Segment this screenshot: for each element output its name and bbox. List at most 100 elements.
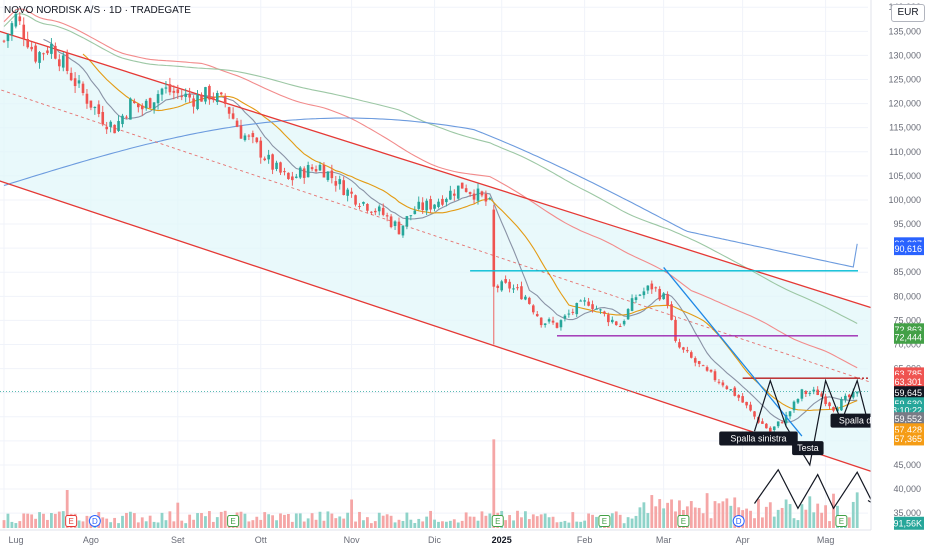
candle-body [125, 116, 128, 118]
candle [140, 103, 144, 116]
candle [401, 225, 405, 238]
volume-bar [283, 514, 286, 528]
volume-bar [22, 513, 26, 528]
candle-body [840, 399, 843, 411]
candle-body [393, 221, 397, 227]
candle [2, 39, 6, 44]
volume-bar [824, 505, 827, 528]
volume-bar [125, 512, 128, 528]
candle-body [295, 176, 298, 178]
candle [808, 390, 812, 397]
volume-bar [749, 510, 752, 528]
candle-body [634, 297, 638, 300]
event-marker-icon[interactable]: E [598, 515, 611, 527]
volume-bar [219, 511, 223, 528]
candle [342, 176, 345, 196]
candle [421, 197, 424, 214]
event-marker-icon[interactable]: E [491, 515, 504, 527]
candle-body [38, 52, 41, 63]
candle [587, 297, 590, 307]
volume-bar [610, 513, 614, 528]
x-axis-tick: Nov [344, 535, 361, 545]
y-axis-tick: 125,000 [888, 75, 921, 85]
volume-bar [397, 519, 401, 528]
volume-bar [223, 510, 227, 528]
price-badge-label: 57,428 [894, 425, 922, 435]
candle [622, 319, 626, 327]
price-badge: 63,301 [894, 375, 924, 389]
volume-bar [413, 523, 417, 528]
candle [630, 294, 634, 312]
candle-body [26, 39, 29, 48]
candle-body [318, 164, 322, 171]
candle-body [713, 371, 717, 381]
event-marker-icon[interactable]: E [835, 515, 848, 527]
candle-body [204, 87, 207, 102]
volume-bar [46, 519, 49, 528]
volume-bar [14, 523, 18, 528]
x-axis-tick: Feb [577, 535, 593, 545]
candle-body [816, 389, 819, 396]
candle-body [567, 313, 571, 315]
price-badge-bg [894, 375, 924, 389]
candle-body [350, 191, 353, 194]
candle-body [129, 98, 132, 120]
event-marker-icon[interactable]: E [227, 515, 240, 527]
candle [121, 113, 124, 128]
volume-bar [306, 518, 310, 528]
candle-body [77, 80, 81, 84]
y-axis-tick: 40,000 [893, 484, 921, 494]
volume-bar [579, 521, 583, 528]
candle-body [283, 171, 286, 173]
candle [500, 279, 503, 292]
candle-body [85, 93, 89, 104]
candle-body [433, 204, 436, 209]
event-marker-icon[interactable]: D [88, 515, 101, 527]
candle [749, 401, 752, 412]
price-badge-label: 63,301 [894, 377, 922, 387]
volume-bar [713, 501, 717, 528]
candle-body [409, 215, 413, 217]
candle-body [330, 170, 334, 179]
candle [528, 296, 531, 305]
candle-body [476, 188, 480, 201]
candle-body [460, 182, 464, 189]
candle [721, 380, 725, 388]
candle [109, 120, 112, 133]
event-marker-icon[interactable]: E [65, 515, 78, 527]
candle-body [184, 93, 187, 97]
candle [283, 167, 286, 176]
candle [302, 166, 306, 184]
candle-body [342, 180, 345, 196]
candle [832, 406, 835, 413]
candle-body [298, 167, 302, 178]
candle [705, 365, 709, 372]
candle [776, 421, 780, 429]
event-marker-icon[interactable]: D [732, 515, 745, 527]
volume-bar [638, 507, 642, 528]
volume-bar [543, 513, 547, 528]
candle-body [741, 396, 744, 403]
pattern-label-tag: Spalla sinistra [719, 431, 798, 446]
volume-bar [512, 520, 515, 528]
candle-body [780, 422, 784, 424]
candle-body [156, 94, 160, 104]
candle-body [492, 209, 496, 287]
dividend-icon [732, 515, 745, 527]
currency-button[interactable]: EUR [891, 4, 925, 22]
candle [137, 103, 140, 113]
volume-bar [832, 493, 835, 528]
candle [816, 386, 819, 396]
candle-body [772, 426, 776, 431]
candle-body [693, 358, 697, 363]
event-marker-icon[interactable]: E [677, 515, 690, 527]
volume-bar [117, 523, 120, 528]
candle [125, 115, 128, 120]
candle-body [259, 140, 263, 158]
price-badge-label: 91,56K [893, 518, 922, 528]
volume-bar [729, 505, 733, 528]
volume-bar [701, 513, 705, 528]
candle-body [334, 181, 338, 186]
event-letter: E [839, 517, 844, 526]
